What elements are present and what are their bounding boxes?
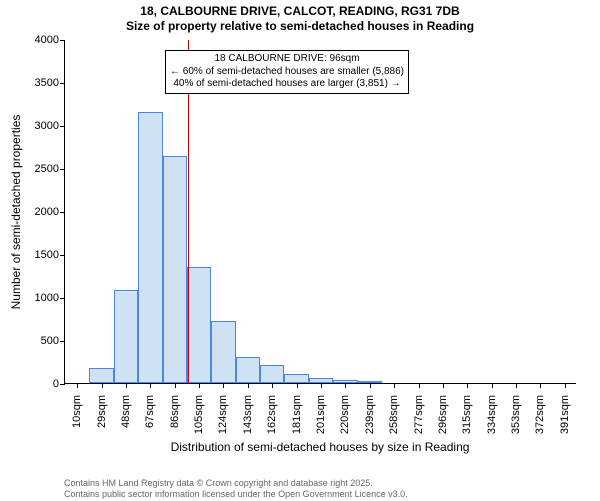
title-line-2: Size of property relative to semi-detach… (0, 19, 600, 34)
y-tick-label: 1500 (35, 249, 65, 261)
x-tick-label: 10sqm (71, 395, 83, 428)
x-tick-mark (443, 383, 444, 388)
x-tick-label: 239sqm (364, 395, 376, 434)
x-tick-mark (223, 383, 224, 388)
x-tick-label: 143sqm (242, 395, 254, 434)
x-tick-mark (540, 383, 541, 388)
x-tick-mark (467, 383, 468, 388)
y-tick-label: 2500 (35, 163, 65, 175)
y-tick-label: 0 (53, 378, 65, 390)
annotation-line: 40% of semi-detached houses are larger (… (170, 78, 404, 91)
x-tick-mark (370, 383, 371, 388)
y-tick-label: 4000 (35, 34, 65, 46)
x-tick-label: 29sqm (96, 395, 108, 428)
y-tick-label: 1000 (35, 292, 65, 304)
title-line-1: 18, CALBOURNE DRIVE, CALCOT, READING, RG… (0, 4, 600, 19)
footer-attribution: Contains HM Land Registry data © Crown c… (64, 478, 408, 501)
histogram-bar (114, 290, 138, 383)
annotation-box: 18 CALBOURNE DRIVE: 96sqm← 60% of semi-d… (165, 50, 409, 94)
x-tick-label: 181sqm (291, 395, 303, 434)
x-tick-label: 258sqm (388, 395, 400, 434)
annotation-line: ← 60% of semi-detached houses are smalle… (170, 66, 404, 79)
x-tick-label: 220sqm (339, 395, 351, 434)
chart-container: 18, CALBOURNE DRIVE, CALCOT, READING, RG… (0, 0, 600, 500)
x-tick-label: 86sqm (169, 395, 181, 428)
x-tick-mark (345, 383, 346, 388)
x-tick-mark (126, 383, 127, 388)
histogram-bar (163, 156, 187, 383)
histogram-bar (236, 357, 260, 383)
histogram-bar (211, 321, 235, 383)
x-tick-mark (297, 383, 298, 388)
y-tick-label: 3000 (35, 120, 65, 132)
x-tick-mark (492, 383, 493, 388)
annotation-line: 18 CALBOURNE DRIVE: 96sqm (170, 53, 404, 66)
y-tick-label: 2000 (35, 206, 65, 218)
x-tick-mark (175, 383, 176, 388)
x-axis-label: Distribution of semi-detached houses by … (171, 440, 470, 454)
x-tick-label: 315sqm (461, 395, 473, 434)
chart-title: 18, CALBOURNE DRIVE, CALCOT, READING, RG… (0, 0, 600, 34)
x-tick-mark (77, 383, 78, 388)
x-tick-label: 201sqm (315, 395, 327, 434)
plot-area: 0500100015002000250030003500400010sqm29s… (64, 40, 576, 384)
x-tick-mark (272, 383, 273, 388)
x-tick-mark (394, 383, 395, 388)
x-tick-label: 277sqm (413, 395, 425, 434)
x-tick-mark (321, 383, 322, 388)
histogram-bar (89, 368, 113, 383)
x-tick-label: 353sqm (510, 395, 522, 434)
footer-line-1: Contains HM Land Registry data © Crown c… (64, 478, 408, 489)
x-tick-label: 334sqm (486, 395, 498, 434)
x-tick-label: 391sqm (559, 395, 571, 434)
x-tick-mark (150, 383, 151, 388)
y-axis-label: Number of semi-detached properties (9, 115, 23, 310)
x-tick-label: 67sqm (144, 395, 156, 428)
x-tick-label: 296sqm (437, 395, 449, 434)
x-tick-mark (248, 383, 249, 388)
x-tick-mark (565, 383, 566, 388)
x-tick-mark (102, 383, 103, 388)
y-tick-label: 500 (41, 335, 65, 347)
histogram-bar (284, 374, 308, 383)
histogram-bar (260, 365, 284, 383)
x-tick-label: 48sqm (120, 395, 132, 428)
x-tick-label: 372sqm (534, 395, 546, 434)
x-tick-label: 105sqm (193, 395, 205, 434)
x-tick-label: 124sqm (217, 395, 229, 434)
histogram-bar (187, 267, 211, 383)
footer-line-2: Contains public sector information licen… (64, 489, 408, 500)
y-tick-label: 3500 (35, 77, 65, 89)
x-tick-mark (419, 383, 420, 388)
x-tick-label: 162sqm (266, 395, 278, 434)
x-tick-mark (199, 383, 200, 388)
histogram-bar (138, 112, 162, 383)
x-tick-mark (516, 383, 517, 388)
